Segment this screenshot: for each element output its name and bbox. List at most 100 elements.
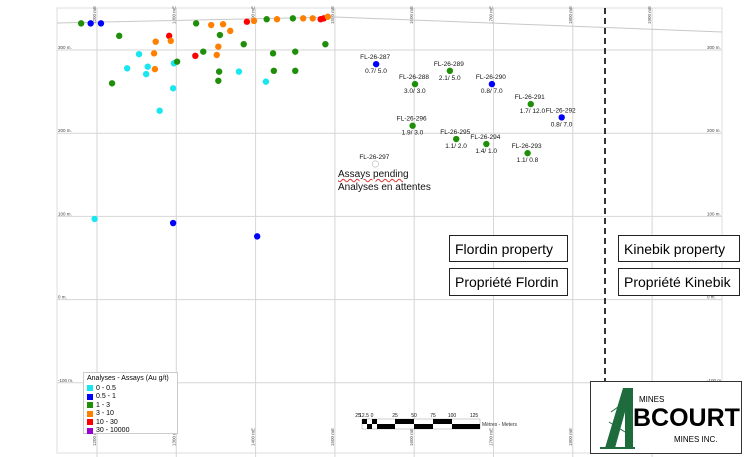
assay-point [215,77,222,84]
easting-label-bottom: 1500 mE [330,428,335,446]
legend-swatch [87,419,93,426]
assay-point [273,16,281,23]
assay-point [215,43,222,50]
easting-label-top: 1500 mE [330,6,335,24]
assay-point [150,50,158,57]
hole-id-label: FL-26-297 [359,154,389,161]
assay-point [324,13,331,20]
scale-bar-segment [414,424,433,429]
drill-hole-point [558,114,565,121]
assay-point [243,18,251,25]
scale-bar-tick-label: 50 [411,413,417,419]
scale-bar-tick-label: 25 [355,413,361,419]
legend-item: 0.5 - 1 [87,393,174,402]
kinebik-property-label-fr: Propriété Kinebik [618,268,740,296]
hole-assay-label: 0.8/ 7.0 [481,88,503,95]
legend-label: 3 - 10 [96,410,114,418]
hole-assay-label: 3.0/ 3.0 [404,88,426,95]
assay-point [77,20,85,27]
easting-label-top: 1800 mE [568,6,573,24]
kinebik-property-label: Kinebik property [618,235,740,262]
assay-point [269,50,277,57]
drill-hole-point [372,60,380,68]
assay-point [262,78,270,85]
logo-mines: MINES [639,395,665,404]
legend-item: 0 - 0.5 [87,384,174,393]
legend-item: 30 - 10000 [87,427,174,436]
legend-item: 3 - 10 [87,410,174,419]
assay-point [200,48,207,55]
hole-assay-label: 1.1/ 0.8 [517,157,539,164]
drill-holes: FL-26-287 0.7/ 5.0 FL-26-288 3.0/ 3.0 FL-26-… [359,54,576,168]
drill-hole-point [409,122,416,129]
assay-point [151,65,159,73]
legend-item: 1 - 3 [87,401,174,410]
flordin-property-label: Flordin property [449,235,568,262]
scale-bar-segment [367,424,372,429]
elevation-label-left: 300 m. [58,45,72,50]
easting-label-bottom: 1800 mE [568,428,573,446]
easting-label-top: 1600 mE [409,6,414,24]
easting-label-top: 1700 mE [489,6,494,24]
scale-bar-segment [377,424,395,429]
scale-bar-tick-label: 0 [371,413,374,419]
easting-label-top: 1900 mE [647,6,652,24]
assay-point [253,233,261,240]
assay-point [215,68,223,75]
assay-point [240,40,247,48]
hole-assay-label: 1.9/ 3.0 [402,130,424,137]
easting-label-top: 1300 mE [171,6,176,24]
scale-bar-segment [362,419,367,424]
assay-point [219,21,227,28]
assay-point [156,107,163,114]
assay-point [250,17,258,25]
hole-assay-label: 1.4/ 1.0 [475,148,497,155]
legend-label: 1 - 3 [96,401,111,409]
legend-label: 10 - 30 [96,418,118,426]
assay-point [169,219,177,227]
drill-hole-point [524,149,531,157]
assay-point [292,67,299,75]
topography-line [56,16,723,33]
abcourt-logo: MINES BCOURT MINES INC. [590,381,742,454]
assay-point [292,48,299,55]
drill-hole-point [488,80,496,88]
easting-label-bottom: 1600 mE [409,428,414,446]
hole-id-label: FL-26-293 [512,143,542,150]
scale-bar-segment [452,424,480,429]
drill-hole-point [483,140,490,148]
assay-point [165,32,173,40]
assay-point [135,50,143,58]
hole-id-label: FL-26-287 [360,54,390,61]
scale-bar-tick-label: 125 [470,413,479,419]
hole-id-label: FL-26-295 [440,129,470,136]
assay-point [270,67,278,75]
hole-id-label: FL-26-292 [546,107,576,114]
assay-point [289,15,297,22]
assay-point [173,58,181,65]
hole-id-label: FL-26-296 [397,116,427,123]
flordin-property-label-fr: Propriété Flordin [449,268,568,296]
assay-point [322,40,329,48]
assay-point [207,21,215,29]
elevation-label-left: -100 m. [58,378,73,383]
easting-label-top: 1400 mE [251,6,256,24]
legend-swatch [87,385,93,392]
assays-pending-note: Assays pending Analyses en attentes [338,168,431,194]
drill-hole-point [371,160,379,168]
scale-bar-tick-label: 12.5 [359,413,369,419]
assay-point [213,51,220,59]
assay-points [77,13,331,240]
hole-id-label: FL-26-290 [476,74,506,81]
drill-hole-point [453,135,460,143]
assay-point [108,80,116,87]
drill-hole-point [446,67,454,75]
legend-title: Analyses - Assays (Au g/t) [87,375,169,382]
hole-id-label: FL-26-291 [515,94,545,101]
assay-point [152,38,159,45]
elevation-label-right: 100 m. [707,211,721,216]
assay-point [299,15,307,22]
scale-bar-segment [433,419,452,424]
assay-point [227,27,234,35]
